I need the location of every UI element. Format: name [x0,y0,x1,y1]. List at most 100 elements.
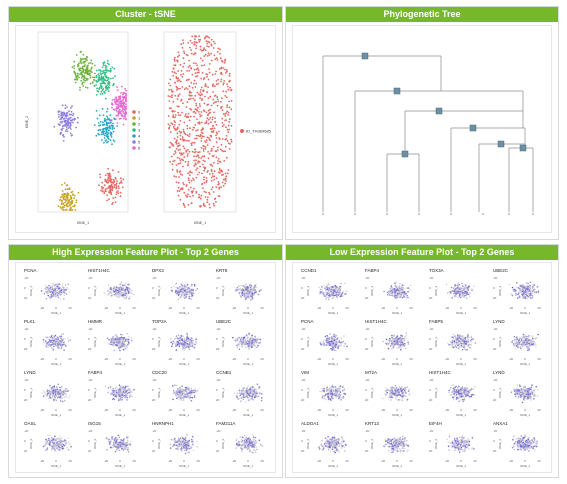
feature-point [119,283,122,286]
sample-point [208,191,210,194]
feature-point [127,341,130,344]
sample-point [228,74,231,77]
cluster-point [60,122,63,124]
feature-point [48,343,51,346]
feature-point [243,291,245,293]
feature-point [61,392,64,394]
feature-point [124,447,127,449]
sample-point [178,79,181,81]
feature-point [194,389,196,392]
sample-point [202,150,205,152]
sample-point [229,86,232,89]
cluster-point [116,125,118,127]
sample-point [177,162,180,165]
sample-point [182,159,185,162]
feature-point [124,396,126,399]
feature-point [246,394,248,397]
feature-point [63,396,66,398]
feature-point [121,389,124,391]
feature-point [175,440,177,442]
feature-point [53,399,55,402]
cluster-point [71,200,74,202]
sample-point [176,126,179,129]
feature-point [250,439,252,442]
sample-point [201,93,203,96]
sample-point [189,107,192,110]
sample-point [194,52,197,54]
cluster-point [73,67,76,70]
sample-point [193,187,195,190]
sample-point [224,58,227,61]
sample-point [216,104,219,107]
cluster-point [83,75,86,78]
feature-point [245,290,248,292]
sample-point [208,68,211,70]
sample-point [181,75,184,78]
feature-point [51,444,54,447]
feature-point [128,391,130,394]
cluster-point [65,193,67,196]
feature-point [54,450,57,452]
feature-point [51,334,54,337]
cluster-point [111,103,114,106]
sample-point [209,163,212,166]
feature-point [172,438,174,441]
feature-point [326,290,329,292]
cluster-point [86,59,88,62]
sample-point [181,47,184,49]
feature-point [236,346,239,349]
cluster-point [111,128,114,130]
feature-point [242,398,245,401]
sample-point [195,68,198,71]
sample-point [194,94,197,97]
cluster-point [57,205,60,208]
feature-ytick: 0 [88,439,90,443]
sample-point [200,194,203,197]
sample-point [208,112,211,115]
feature-point [244,342,246,344]
cluster-point [77,116,79,119]
sample-point [191,150,194,153]
feature-point [190,337,193,339]
cluster-point [75,54,78,56]
sample-point [226,140,229,142]
feature-point [237,442,240,445]
feature-point [246,336,249,339]
feature-point [246,342,249,345]
sample-point [172,145,175,147]
sample-point [173,153,175,156]
feature-point [175,395,178,397]
sample-point [228,120,231,123]
sample-point [200,111,203,113]
cluster-point [105,128,108,131]
feature-point [189,395,191,397]
sample-point [183,156,186,159]
feature-point [241,346,244,348]
cluster-point [75,76,78,79]
cluster-point [111,102,113,104]
sample-point [213,198,216,201]
cluster-point [100,139,103,141]
feature-point [250,288,252,290]
feature-point [112,387,115,390]
sample-point [193,151,196,154]
cluster-point [118,111,121,113]
feature-xlabel: tSNE_1 [51,311,62,315]
feature-ylabel: tSNE_2 [93,388,97,399]
sample-point [186,88,189,90]
cluster-point [79,51,82,53]
feature-point [119,339,121,342]
feature-point [69,339,71,341]
feature-point [194,388,196,390]
sample-point [176,105,179,107]
feature-point [236,289,239,291]
cluster-point [99,173,101,176]
feature-point [183,294,186,296]
cluster-point [80,69,82,72]
sample-point [212,85,214,88]
feature-point [49,345,52,347]
feature-point [117,292,119,294]
feature-point [54,343,57,346]
cluster-point [116,86,118,88]
feature-point [239,394,241,397]
